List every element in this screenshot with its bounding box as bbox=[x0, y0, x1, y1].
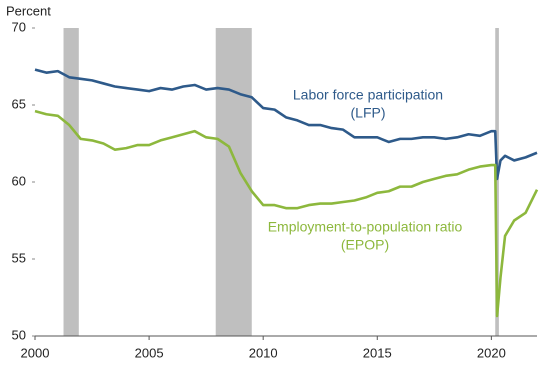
y-tick-label: 55 bbox=[12, 250, 26, 265]
y-tick-label: 70 bbox=[12, 19, 26, 34]
series-annotation: Employment-to-population ratio bbox=[268, 219, 463, 235]
y-tick-label: 50 bbox=[12, 327, 26, 342]
series-annotation: (EPOP) bbox=[341, 237, 389, 253]
recession-band bbox=[495, 28, 499, 336]
y-tick-label: 60 bbox=[12, 173, 26, 188]
series-annotation: Labor force participation bbox=[293, 87, 443, 103]
series-line bbox=[34, 109, 539, 318]
x-tick-label: 2020 bbox=[477, 345, 506, 360]
y-tick-label: 65 bbox=[12, 96, 26, 111]
recession-band bbox=[63, 28, 79, 336]
x-tick-label: 2015 bbox=[363, 345, 392, 360]
series-annotation: (LFP) bbox=[351, 105, 386, 121]
x-tick-label: 2000 bbox=[21, 345, 50, 360]
series-line bbox=[34, 68, 538, 181]
x-tick-label: 2005 bbox=[135, 345, 164, 360]
x-tick-label: 2010 bbox=[249, 345, 278, 360]
y-axis-label: Percent bbox=[6, 3, 51, 18]
